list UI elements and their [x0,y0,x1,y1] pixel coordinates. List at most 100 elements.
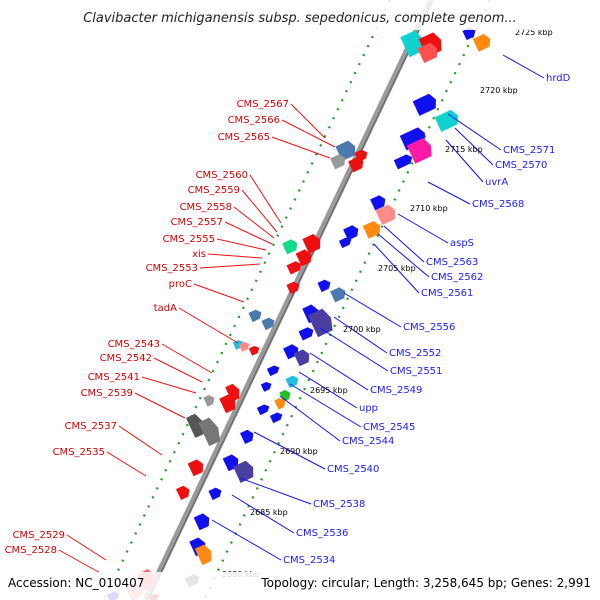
kbp-tick-label: 2720 kbp [480,86,518,95]
forward-gene-label[interactable]: CMS_2540 [327,464,379,475]
forward-gene-label[interactable]: CMS_2551 [390,366,442,377]
gene-block[interactable] [375,203,398,226]
forward-gene-label[interactable]: CMS_2538 [313,499,365,510]
reverse-gene-label[interactable]: CMS_2539 [81,388,133,399]
footer-backdrop [0,572,600,600]
gene-block[interactable] [302,232,323,254]
gene-block[interactable] [269,411,284,424]
forward-gene-labels: hrdD CMS_2571 CMS_2570 uvrA CMS_2568 aspS CMS_… [283,73,571,566]
gene-block[interactable] [462,26,477,41]
gene-block[interactable] [279,388,292,402]
gene-block[interactable] [343,224,361,241]
gene-block[interactable] [298,326,316,341]
forward-gene-label[interactable]: CMS_2570 [495,160,547,171]
reverse-gene-label[interactable]: CMS_2567 [237,99,289,110]
gene-block[interactable] [203,393,216,407]
gene-block[interactable] [286,280,301,295]
forward-gene-label[interactable]: uvrA [485,177,508,188]
gene-block[interactable] [248,308,263,323]
gene-block[interactable] [362,219,383,239]
forward-gene-label[interactable]: CMS_2549 [370,385,422,396]
gene-block[interactable] [238,340,251,352]
reverse-gene-label[interactable]: CMS_2537 [65,421,117,432]
forward-gene-label[interactable]: upp [359,403,378,414]
gene-block[interactable] [187,458,207,477]
gene-block[interactable] [307,307,336,338]
forward-gene-label[interactable]: CMS_2552 [389,348,441,359]
gene-block[interactable] [293,348,313,367]
forward-gene-label[interactable]: CMS_2544 [342,436,394,447]
gene-block[interactable] [472,32,493,52]
gene-block[interactable] [266,364,281,377]
reverse-gene-label[interactable]: CMS_2553 [146,263,198,274]
reverse-gene-label[interactable]: CMS_2557 [171,217,223,228]
reverse-tick-track [103,0,391,600]
gene-block[interactable] [434,108,462,132]
gene-block[interactable] [194,543,215,566]
reverse-gene-label[interactable]: proC [169,279,192,290]
forward-gene-label[interactable]: CMS_2571 [503,145,555,156]
forward-gene-label[interactable]: CMS_2556 [403,322,455,333]
gene-block[interactable] [261,316,276,331]
forward-gene-label[interactable]: CMS_2534 [283,555,335,566]
gene-block[interactable] [412,92,440,116]
gene-block[interactable] [193,512,213,531]
reverse-gene-label[interactable]: CMS_2559 [188,185,240,196]
kbp-tick-label: 2685 kbp [250,508,288,517]
gene-block[interactable] [330,286,348,303]
gene-block[interactable] [219,393,238,414]
gene-block[interactable] [317,278,332,293]
reverse-gene-label[interactable]: CMS_2560 [196,170,248,181]
gene-block[interactable] [393,153,415,170]
gene-block[interactable] [186,412,208,438]
forward-gene-label[interactable]: CMS_2561 [421,288,473,299]
gene-block[interactable] [400,29,427,58]
reverse-gene-label[interactable]: CMS_2543 [108,339,160,350]
forward-gene-label[interactable]: CMS_2562 [431,272,483,283]
gene-block[interactable] [286,260,304,275]
gene-block[interactable] [208,486,223,501]
reverse-gene-label[interactable]: CMS_2565 [218,132,270,143]
forward-gene-label[interactable]: CMS_2563 [426,257,478,268]
gene-block[interactable] [330,153,348,170]
label-connector [178,307,239,344]
gene-block[interactable] [295,248,315,267]
gene-block[interactable] [406,136,435,164]
gene-block[interactable] [274,396,287,410]
gene-block[interactable] [233,459,257,483]
label-connector [241,189,278,233]
gene-block[interactable] [240,428,256,444]
genome-backbone-shadow [147,0,434,600]
forward-gene-label[interactable]: CMS_2568 [472,199,524,210]
reverse-gene-label[interactable]: xis [192,249,206,260]
reverse-gene-label[interactable]: CMS_2555 [163,234,215,245]
gene-block[interactable] [176,484,192,500]
gene-block[interactable] [338,236,353,249]
gene-block[interactable] [417,41,440,64]
forward-gene-label[interactable]: hrdD [546,73,571,84]
reverse-gene-label[interactable]: CMS_2528 [5,545,57,556]
reverse-gene-label[interactable]: tadA [154,303,177,314]
reverse-gene-label[interactable]: CMS_2566 [228,115,280,126]
gene-block[interactable] [285,374,300,389]
forward-gene-label[interactable]: aspS [450,238,474,249]
gene-block[interactable] [348,156,366,173]
gene-block[interactable] [225,382,243,402]
reverse-gene-label[interactable]: CMS_2541 [88,372,140,383]
forward-gene-label[interactable]: CMS_2536 [296,528,348,539]
gene-block[interactable] [370,194,388,211]
label-connector [427,181,471,205]
gene-block[interactable] [256,403,271,416]
forward-gene-label[interactable]: CMS_2545 [363,422,415,433]
reverse-gene-label[interactable]: CMS_2535 [53,447,105,458]
gene-block[interactable] [260,380,273,392]
gene-block[interactable] [283,343,301,360]
reverse-gene-label[interactable]: CMS_2529 [13,530,65,541]
label-connector [118,425,163,456]
gene-block[interactable] [248,344,261,356]
reverse-gene-label[interactable]: CMS_2542 [100,353,152,364]
reverse-gene-label[interactable]: CMS_2558 [180,202,232,213]
gene-block[interactable] [282,238,300,255]
gene-block[interactable] [198,416,223,447]
label-connector [383,225,425,263]
